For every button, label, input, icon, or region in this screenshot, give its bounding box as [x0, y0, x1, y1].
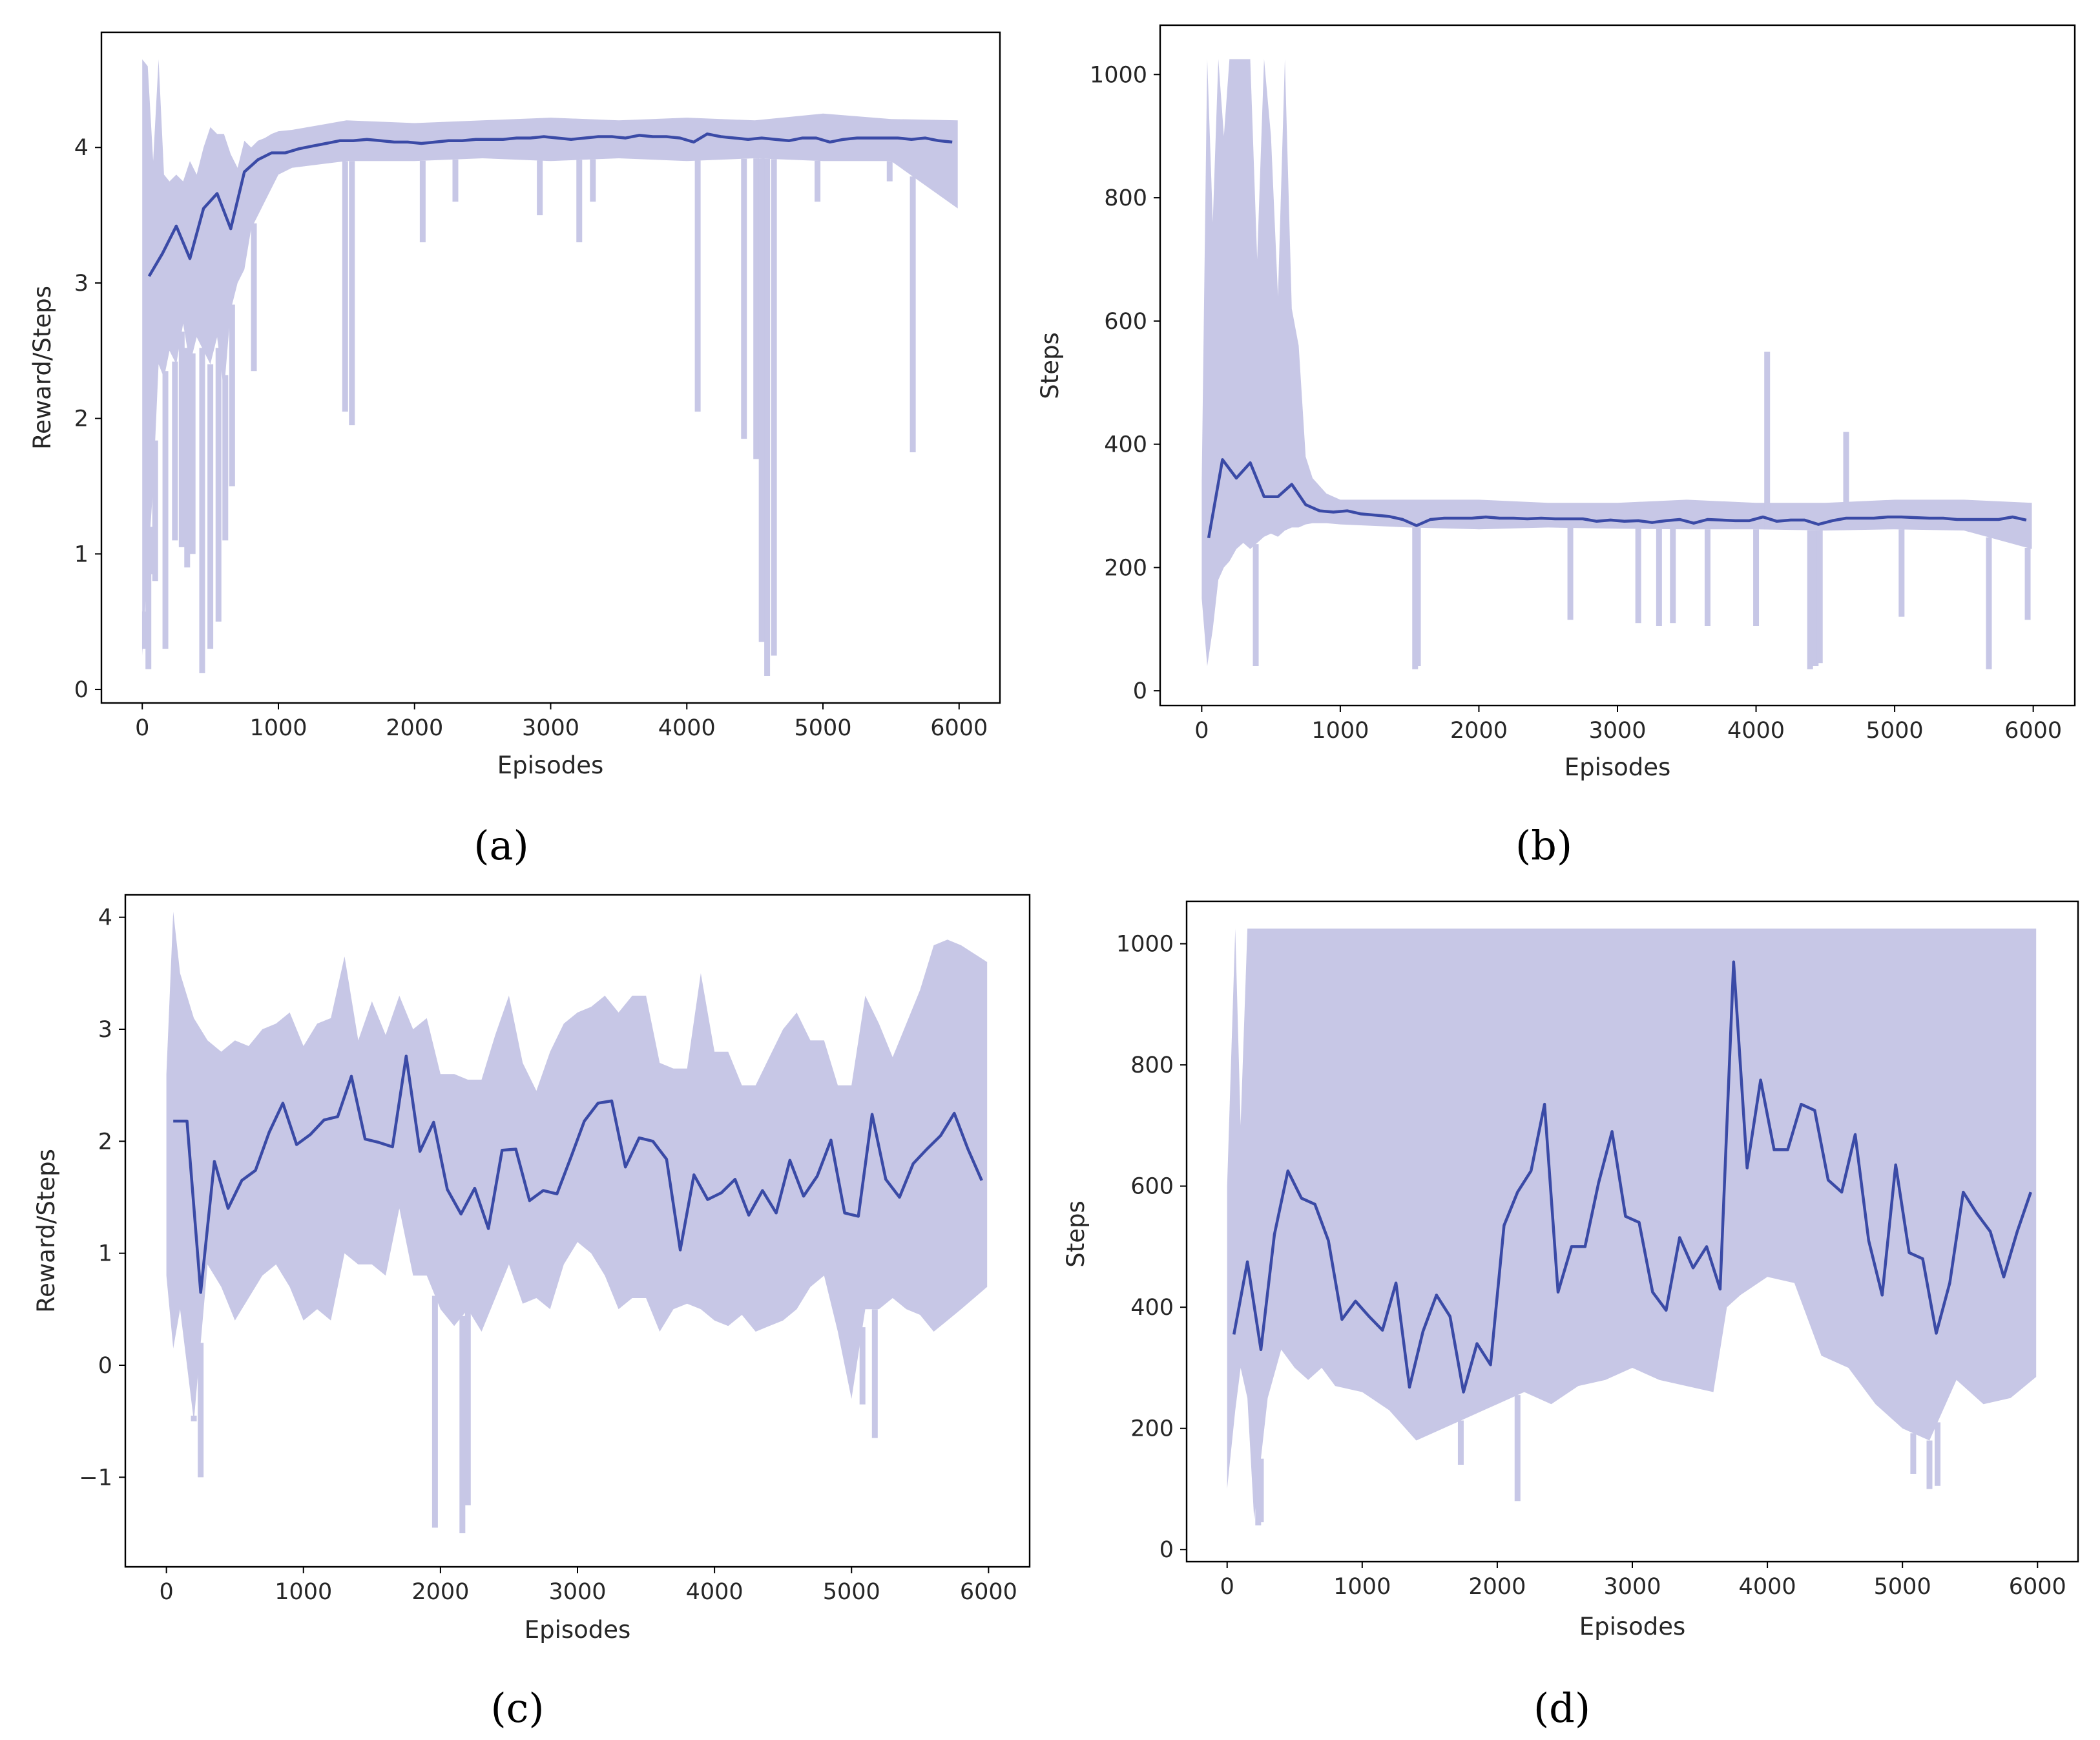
- y-tick-label: 0: [1159, 1537, 1174, 1563]
- y-tick-label: 1000: [1116, 932, 1174, 958]
- y-tick-label: 600: [1104, 309, 1147, 335]
- plot-area-c: [166, 912, 988, 1533]
- y-axis-label-b: Steps: [1036, 332, 1064, 399]
- caption-c: (c): [490, 1684, 544, 1732]
- raw-band-a: [142, 59, 958, 656]
- y-tick-label: 1: [98, 1241, 112, 1267]
- caption-d: (d): [1533, 1684, 1590, 1732]
- x-tick-label: 1000: [1311, 718, 1369, 744]
- x-tick-label: 6000: [960, 1579, 1017, 1605]
- x-tick-label: 1000: [1333, 1574, 1391, 1600]
- y-tick-label: 4: [98, 905, 112, 931]
- x-axis-label-a: Episodes: [497, 751, 604, 779]
- x-tick-label: 2000: [411, 1579, 469, 1605]
- x-tick-label: 3000: [1588, 718, 1646, 744]
- y-tick-label: −1: [79, 1465, 112, 1491]
- y-tick-label: 2: [98, 1129, 112, 1155]
- ticks-d: 0 1000 2000 3000 4000 5000 6000 0 200 400 600 800 10…: [1116, 932, 2066, 1600]
- y-tick-label: 0: [1133, 678, 1147, 704]
- x-tick-label: 4000: [658, 715, 716, 741]
- y-axis-label-a: Reward/Steps: [28, 286, 56, 450]
- y-tick-label: 1: [74, 541, 88, 567]
- y-tick-label: 200: [1104, 555, 1147, 581]
- raw-band-c: [166, 912, 988, 1421]
- plot-area-b: [1201, 59, 2032, 669]
- x-tick-label: 5000: [1866, 718, 1924, 744]
- x-axis-label-c: Episodes: [525, 1616, 631, 1644]
- x-tick-label: 1000: [275, 1579, 332, 1605]
- x-tick-label: 4000: [686, 1579, 743, 1605]
- caption-b: (b): [1515, 822, 1572, 869]
- y-tick-label: 800: [1130, 1053, 1174, 1078]
- x-tick-label: 4000: [1739, 1574, 1796, 1600]
- y-tick-label: 4: [74, 135, 88, 161]
- x-tick-label: 3000: [548, 1579, 606, 1605]
- x-tick-label: 2000: [1450, 718, 1508, 744]
- smoothed-line-a: [147, 132, 953, 277]
- smoothed-line-b: [1207, 458, 2027, 538]
- y-tick-label: 400: [1104, 432, 1147, 458]
- x-tick-label: 6000: [930, 715, 988, 741]
- y-tick-label: 600: [1130, 1174, 1174, 1200]
- smoothed-line-d: [1232, 960, 2032, 1394]
- x-tick-label: 0: [159, 1579, 173, 1605]
- x-tick-label: 6000: [2004, 718, 2062, 744]
- caption-a: (a): [473, 822, 528, 869]
- chart-panel-c: 0 1000 2000 3000 4000 5000 6000 −1 0 1 2 3 4 Episode…: [32, 894, 1031, 1732]
- y-tick-label: 0: [74, 677, 88, 703]
- x-tick-label: 0: [1194, 718, 1209, 744]
- raw-band-b: [1201, 59, 2032, 666]
- x-tick-label: 5000: [794, 715, 851, 741]
- y-tick-label: 0: [98, 1353, 112, 1379]
- x-tick-label: 5000: [1874, 1574, 1931, 1600]
- y-tick-label: 2: [74, 406, 88, 432]
- y-tick-label: 200: [1130, 1416, 1174, 1442]
- smoothed-line-c: [173, 1054, 983, 1294]
- x-tick-label: 5000: [823, 1579, 880, 1605]
- ticks-c: 0 1000 2000 3000 4000 5000 6000 −1 0 1 2 3 4: [79, 905, 1017, 1605]
- y-tick-label: 800: [1104, 185, 1147, 211]
- y-tick-label: 3: [98, 1017, 112, 1043]
- x-tick-label: 3000: [1603, 1574, 1661, 1600]
- plot-area-d: [1227, 928, 2037, 1525]
- x-tick-label: 2000: [1468, 1574, 1526, 1600]
- chart-panel-d: 0 1000 2000 3000 4000 5000 6000 0 200 400 600 800 10…: [1062, 900, 2079, 1732]
- raw-band-d: [1227, 928, 2037, 1520]
- x-axis-label-b: Episodes: [1565, 753, 1671, 781]
- x-tick-label: 6000: [2009, 1574, 2066, 1600]
- y-tick-label: 1000: [1090, 62, 1147, 88]
- x-tick-label: 4000: [1727, 718, 1785, 744]
- x-tick-label: 3000: [522, 715, 579, 741]
- y-axis-label-d: Steps: [1062, 1200, 1090, 1268]
- y-axis-label-c: Reward/Steps: [32, 1149, 60, 1313]
- x-tick-label: 0: [135, 715, 149, 741]
- y-tick-label: 400: [1130, 1295, 1174, 1321]
- x-axis-label-d: Episodes: [1579, 1613, 1686, 1640]
- y-tick-label: 3: [74, 271, 88, 297]
- x-tick-label: 0: [1220, 1574, 1234, 1600]
- ticks-b: 0 1000 2000 3000 4000 5000 6000 0 200 400 600 800 10…: [1090, 62, 2062, 744]
- plot-area-a: [141, 59, 958, 676]
- x-tick-label: 2000: [386, 715, 443, 741]
- x-tick-label: 1000: [249, 715, 307, 741]
- chart-panel-b: 0 1000 2000 3000 4000 5000 6000 0 200 400 600 800 10…: [1036, 24, 2076, 869]
- ticks-a: 0 1000 2000 3000 4000 5000 6000 0 1 2 3 4: [74, 135, 988, 741]
